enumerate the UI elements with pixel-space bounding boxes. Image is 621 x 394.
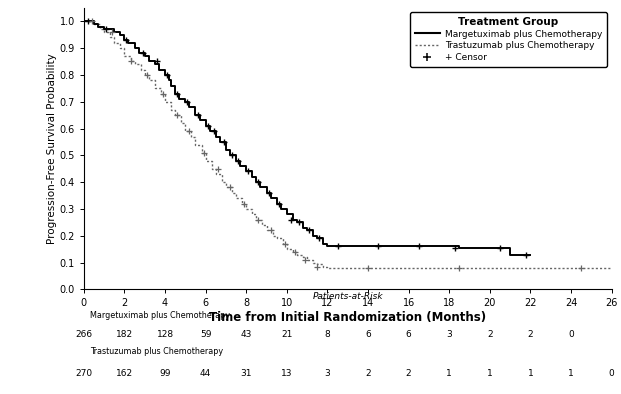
Text: 59: 59: [200, 330, 211, 339]
Text: 0: 0: [609, 369, 615, 378]
Text: 3: 3: [325, 369, 330, 378]
Text: 2: 2: [487, 330, 492, 339]
Text: 44: 44: [200, 369, 211, 378]
Text: 2: 2: [365, 369, 371, 378]
Text: 1: 1: [528, 369, 533, 378]
Text: 1: 1: [487, 369, 492, 378]
Legend: Margetuximab plus Chemotherapy, Trastuzumab plus Chemotherapy, + Censor: Margetuximab plus Chemotherapy, Trastuzu…: [410, 12, 607, 67]
Text: 162: 162: [116, 369, 133, 378]
Text: 8: 8: [325, 330, 330, 339]
Text: 182: 182: [116, 330, 133, 339]
Text: Margetuximab plus Chemotherapy: Margetuximab plus Chemotherapy: [90, 310, 230, 320]
Text: 3: 3: [446, 330, 452, 339]
Text: 43: 43: [240, 330, 252, 339]
Text: 266: 266: [75, 330, 93, 339]
Text: 1: 1: [446, 369, 452, 378]
Text: 21: 21: [281, 330, 292, 339]
Text: 6: 6: [406, 330, 412, 339]
Text: 13: 13: [281, 369, 292, 378]
Text: Patients-at-Risk: Patients-at-Risk: [312, 292, 383, 301]
Text: 0: 0: [568, 330, 574, 339]
Text: 99: 99: [160, 369, 171, 378]
Text: 6: 6: [365, 330, 371, 339]
Y-axis label: Progression-Free Survival Probability: Progression-Free Survival Probability: [47, 53, 57, 244]
Text: 1: 1: [568, 369, 574, 378]
X-axis label: Time from Initial Randomization (Months): Time from Initial Randomization (Months): [209, 311, 486, 324]
Text: 2: 2: [528, 330, 533, 339]
Text: 31: 31: [240, 369, 252, 378]
Text: 2: 2: [406, 369, 412, 378]
Text: 270: 270: [75, 369, 93, 378]
Text: Trastuzumab plus Chemotherapy: Trastuzumab plus Chemotherapy: [90, 348, 223, 357]
Text: 128: 128: [156, 330, 174, 339]
